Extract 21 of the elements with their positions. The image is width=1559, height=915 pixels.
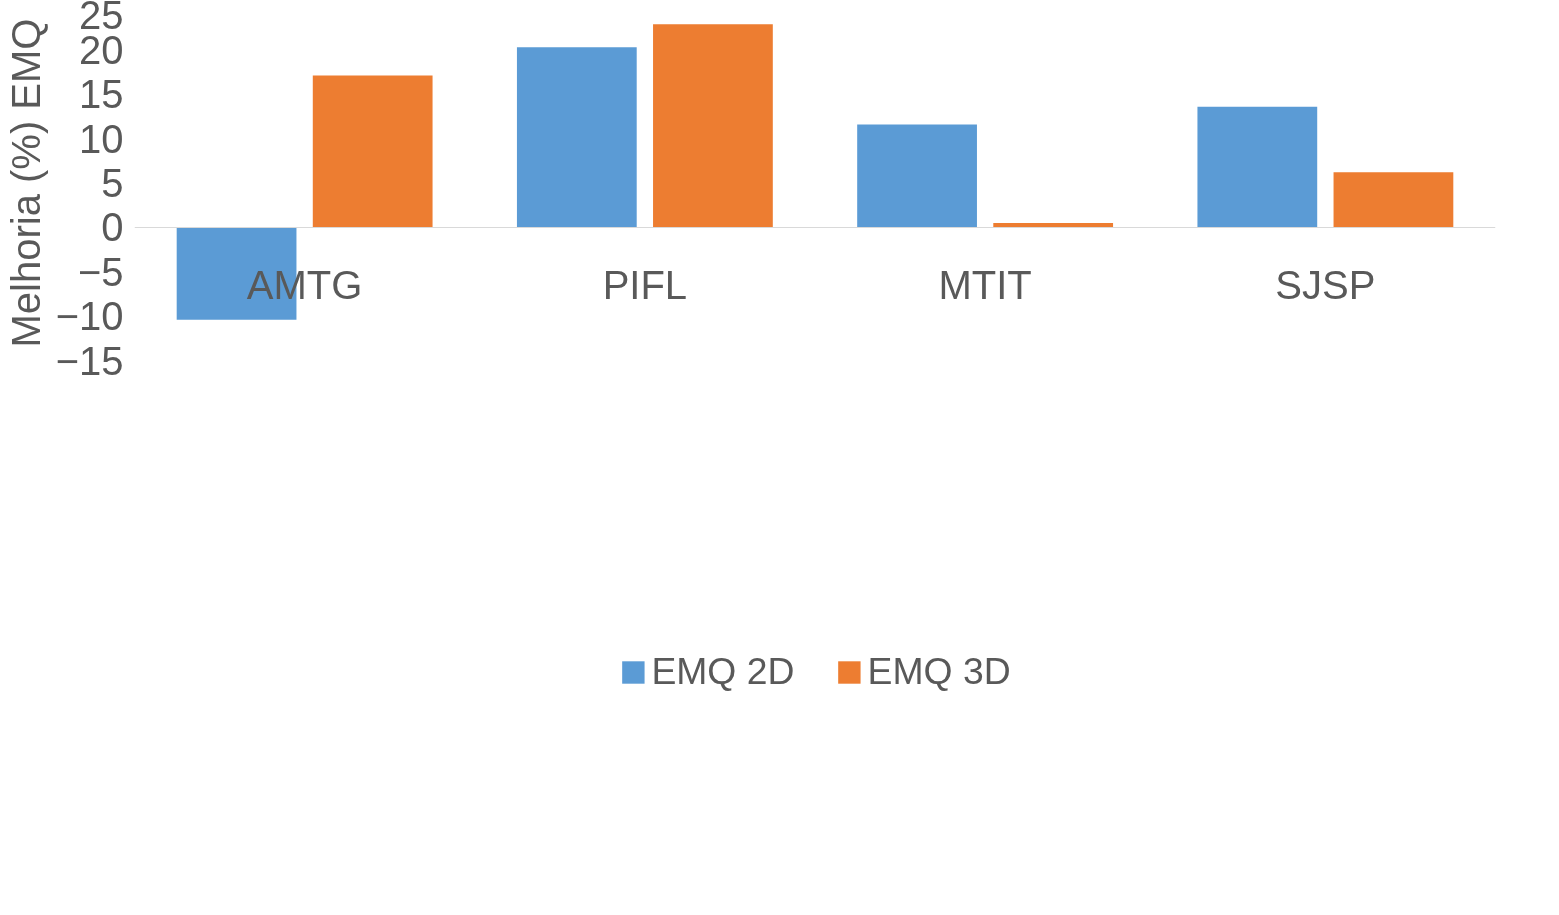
y-tick-label: −5 [77, 249, 124, 294]
bar [1197, 106, 1318, 228]
x-tick-label: SJSP [1275, 263, 1376, 308]
y-tick-label: 5 [101, 161, 124, 205]
legend-label: EMQ 3D [867, 650, 1011, 693]
bar [857, 124, 977, 228]
x-tick-label: MTIT [938, 263, 1032, 308]
y-tick-label: 0 [101, 205, 124, 250]
y-tick-label: 15 [79, 72, 124, 117]
legend-label: EMQ 2D [651, 650, 795, 693]
bar [516, 47, 637, 228]
bar [312, 75, 433, 228]
bar [993, 222, 1114, 228]
y-tick-label: −10 [55, 294, 124, 339]
y-axis-title: Melhoria (%) EMQ [3, 18, 48, 348]
y-tick-label: −15 [55, 338, 124, 383]
bar [653, 24, 773, 228]
x-tick-label: PIFL [602, 263, 688, 308]
y-tick-label: 25 [79, 0, 124, 37]
y-tick-label: 10 [79, 116, 124, 161]
bar [1333, 172, 1454, 228]
